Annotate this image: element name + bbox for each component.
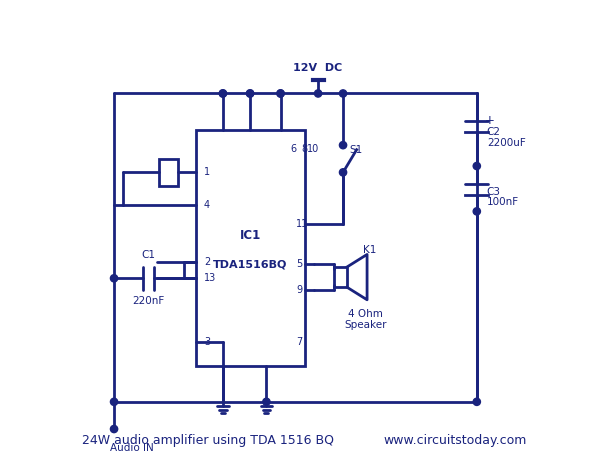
Text: 4 Ohm
Speaker: 4 Ohm Speaker: [345, 309, 387, 330]
FancyBboxPatch shape: [195, 130, 304, 365]
Text: 2: 2: [204, 257, 210, 267]
Circle shape: [277, 90, 284, 97]
Text: TDA1516BQ: TDA1516BQ: [213, 259, 287, 269]
Text: 2200uF: 2200uF: [487, 138, 526, 148]
Text: 9: 9: [297, 285, 303, 295]
Circle shape: [247, 90, 254, 97]
Circle shape: [110, 425, 118, 433]
Text: IC1: IC1: [239, 230, 261, 242]
Circle shape: [473, 398, 481, 405]
Text: C3: C3: [487, 187, 501, 197]
Circle shape: [314, 90, 322, 97]
Text: 220nF: 220nF: [132, 297, 164, 307]
Text: 100nF: 100nF: [487, 197, 519, 207]
Circle shape: [219, 90, 227, 97]
FancyBboxPatch shape: [160, 158, 178, 186]
Circle shape: [339, 141, 347, 149]
Circle shape: [473, 162, 481, 170]
Circle shape: [339, 90, 347, 97]
Text: S1: S1: [350, 145, 363, 155]
Circle shape: [110, 274, 118, 282]
Circle shape: [219, 90, 227, 97]
Circle shape: [277, 90, 284, 97]
Text: 11: 11: [297, 219, 309, 229]
Text: 5: 5: [297, 259, 303, 269]
Text: 7: 7: [297, 337, 303, 347]
Text: Audio IN: Audio IN: [110, 442, 153, 453]
Text: 13: 13: [204, 273, 216, 283]
Text: C1: C1: [141, 250, 155, 260]
Text: 8: 8: [301, 144, 308, 153]
Text: 6: 6: [290, 144, 297, 153]
Circle shape: [473, 208, 481, 215]
Text: 4: 4: [204, 200, 210, 210]
Circle shape: [110, 398, 118, 405]
Text: K1: K1: [364, 245, 377, 255]
Text: +: +: [485, 114, 495, 127]
FancyBboxPatch shape: [334, 267, 347, 287]
Text: C2: C2: [487, 127, 501, 137]
Circle shape: [339, 169, 347, 176]
Text: 3: 3: [204, 337, 210, 347]
Text: www.circuitstoday.com: www.circuitstoday.com: [383, 434, 527, 447]
Text: 10: 10: [307, 144, 319, 153]
Text: 1: 1: [204, 167, 210, 177]
Circle shape: [247, 90, 254, 97]
Circle shape: [262, 398, 270, 405]
Text: 24W audio amplifier using TDA 1516 BQ: 24W audio amplifier using TDA 1516 BQ: [82, 434, 334, 447]
Text: 12V  DC: 12V DC: [294, 63, 343, 73]
